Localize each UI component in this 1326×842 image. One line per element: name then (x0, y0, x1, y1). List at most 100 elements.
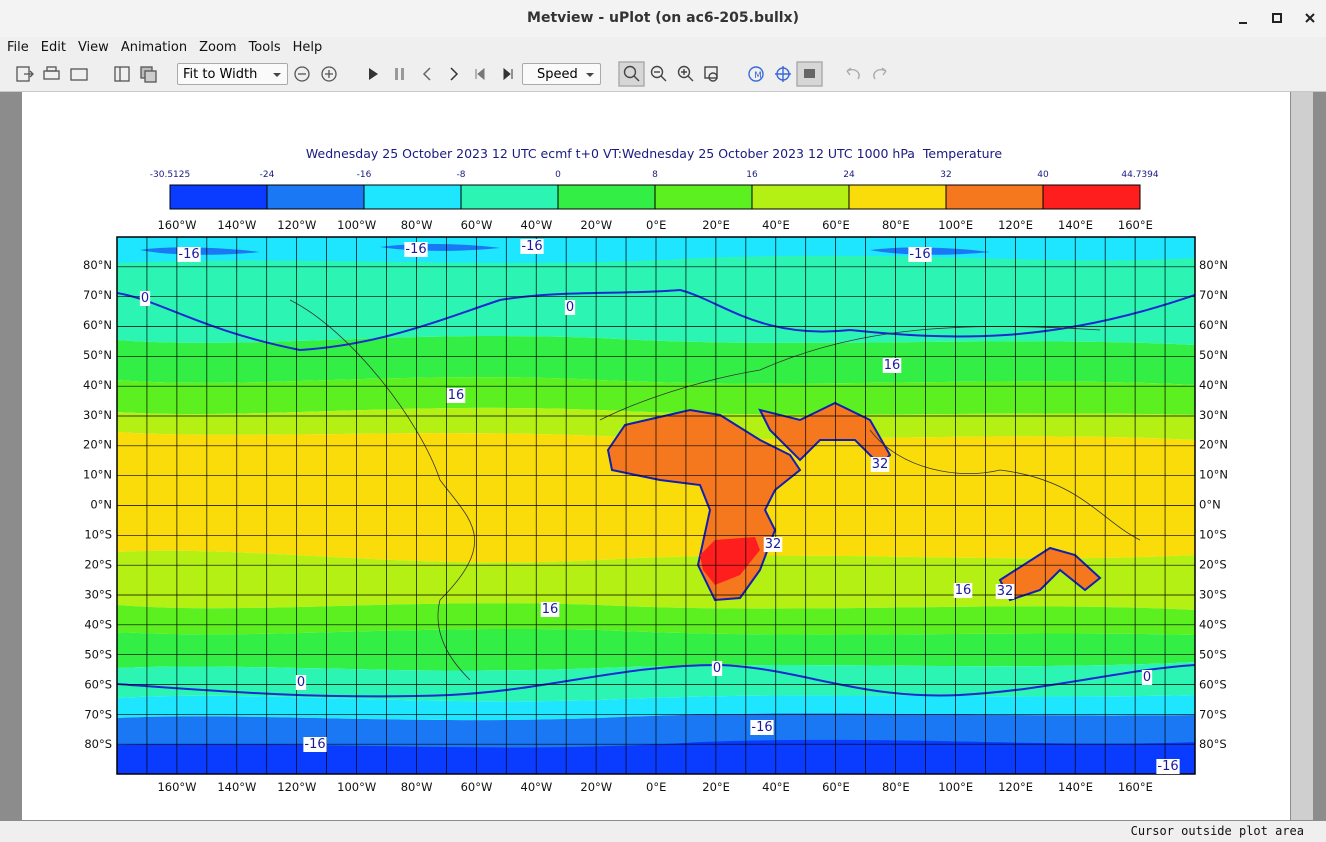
lat-label: 50°S (84, 647, 112, 661)
lat-label: 30°S (1199, 587, 1227, 601)
zoom-mode-value: Fit to Width (183, 67, 258, 82)
contour-label-text: 32 (997, 584, 1014, 599)
zoom-back-button[interactable] (650, 65, 667, 82)
lon-label: 140°W (217, 780, 256, 794)
contour-label-text: 0 (1143, 670, 1151, 685)
contour-label-box (404, 242, 428, 257)
zoom-forward-button[interactable] (677, 65, 694, 82)
colorbar-segment (945, 184, 1044, 210)
lat-label: 30°S (84, 587, 112, 601)
lon-label: 60°E (822, 780, 850, 794)
menu-bar: File Edit View Animation Zoom Tools Help (0, 37, 1326, 59)
scrollbar[interactable] (1291, 92, 1313, 820)
minimize-button[interactable] (1236, 0, 1250, 37)
contour-label: -16 (177, 247, 201, 262)
menu-item[interactable]: Edit (40, 40, 66, 55)
colorbar-tick-label: -16 (357, 170, 372, 180)
lat-label: 10°S (1199, 528, 1227, 542)
status-bar: Cursor outside plot area (0, 821, 1326, 842)
zoom-tool-button[interactable] (618, 61, 645, 87)
lon-label: 20°W (580, 218, 612, 232)
last-button[interactable] (503, 67, 513, 81)
contour-label-box (763, 537, 783, 552)
colorbar: -30.5125 -24 -16 -8 0 8 16 24 32 40 44.7394 (150, 170, 1159, 210)
close-button[interactable] (1303, 0, 1317, 37)
contour-label-text: -16 (1157, 759, 1178, 774)
menu-item[interactable]: Zoom (199, 40, 237, 55)
lon-label: 160°W (157, 218, 196, 232)
zoom-out-button[interactable] (294, 66, 310, 82)
next-button[interactable] (450, 67, 459, 81)
colorbar-segment (751, 184, 850, 210)
contour-label: 16 (953, 583, 973, 598)
lon-label: 100°E (938, 780, 973, 794)
play-button[interactable] (369, 68, 378, 80)
lat-label: 40°S (1199, 617, 1227, 631)
svg-text:M: M (754, 71, 762, 81)
redo-button[interactable] (873, 67, 887, 80)
colorbar-tick-label: 24 (843, 170, 855, 180)
contour-label-text: 32 (765, 537, 782, 552)
lat-label: 0°N (90, 498, 112, 512)
lon-label: 20°E (702, 218, 730, 232)
colorbar-segment (1042, 184, 1141, 210)
contour-label: -16 (750, 720, 774, 735)
sidebar-button[interactable] (114, 66, 130, 82)
menu-item[interactable]: Tools (248, 40, 281, 55)
cold-patch (140, 244, 990, 255)
lon-label: 20°E (702, 780, 730, 794)
contour-label: -16 (404, 242, 428, 257)
lon-label: 0°E (646, 780, 666, 794)
axes: 160°W 160°W 140°W 140°W 120°W 120°W 100°W 100°W… (83, 218, 1228, 794)
contour-label: 0 (295, 675, 307, 690)
lat-label: 40°S (84, 617, 112, 631)
speed-select[interactable]: Speed (522, 63, 601, 85)
undo-button[interactable] (846, 67, 860, 80)
lat-label: 50°S (1199, 647, 1227, 661)
preview-button[interactable] (70, 68, 88, 81)
print-button[interactable] (43, 66, 60, 80)
lat-label: 30°N (83, 408, 112, 422)
title-bar: Metview - uPlot (on ac6-205.bullx) (0, 0, 1326, 38)
first-button[interactable] (475, 67, 485, 81)
contour-label-text: -16 (751, 720, 772, 735)
colorbar-tick-label: 0 (555, 170, 561, 180)
contour-label: -16 (908, 247, 932, 262)
lat-label: 80°S (1199, 737, 1227, 751)
export-button[interactable] (16, 66, 34, 82)
contour-label: 32 (870, 457, 890, 472)
contour-label: -16 (1156, 759, 1180, 774)
lon-label: 80°E (882, 218, 910, 232)
contour-label: 32 (763, 537, 783, 552)
layers-button[interactable] (140, 66, 157, 83)
contour-label-box (908, 247, 932, 262)
menu-item[interactable]: Animation (120, 40, 188, 55)
contour-label-text: 0 (566, 300, 574, 315)
lat-label: 70°N (1199, 288, 1228, 302)
maximize-button[interactable] (1270, 0, 1284, 37)
zoom-stack-button[interactable] (704, 66, 718, 82)
lon-label: 100°W (337, 780, 376, 794)
pause-button[interactable] (395, 68, 404, 80)
contour-label-text: -16 (909, 247, 930, 262)
previous-button[interactable] (422, 67, 431, 81)
menu-item[interactable]: Help (292, 40, 323, 55)
contour-label-box (303, 737, 327, 752)
lon-label: 120°W (277, 780, 316, 794)
zoom-in-button[interactable] (321, 66, 337, 82)
cursor-data-button[interactable] (775, 66, 791, 82)
map-frame (116, 236, 1196, 775)
lon-label: 0°E (646, 218, 666, 232)
colorbar-segment (848, 184, 947, 210)
contour-label-box (520, 239, 544, 254)
menu-item[interactable]: File (7, 40, 29, 55)
contour-label-text: 0 (141, 291, 149, 306)
menu-item[interactable]: View (77, 40, 109, 55)
contour-label: 0 (711, 661, 723, 676)
lat-label: 20°S (1199, 558, 1227, 572)
lat-label: 50°N (83, 348, 112, 362)
zoom-mode-select[interactable]: Fit to Width (177, 63, 288, 85)
magnifier-button[interactable] (748, 66, 764, 82)
contour-labels: -16 -16 -16 -16 -16 -16 -16 0 0 0 0 0 16 16 16 16 32 32 32 (139, 239, 1180, 774)
